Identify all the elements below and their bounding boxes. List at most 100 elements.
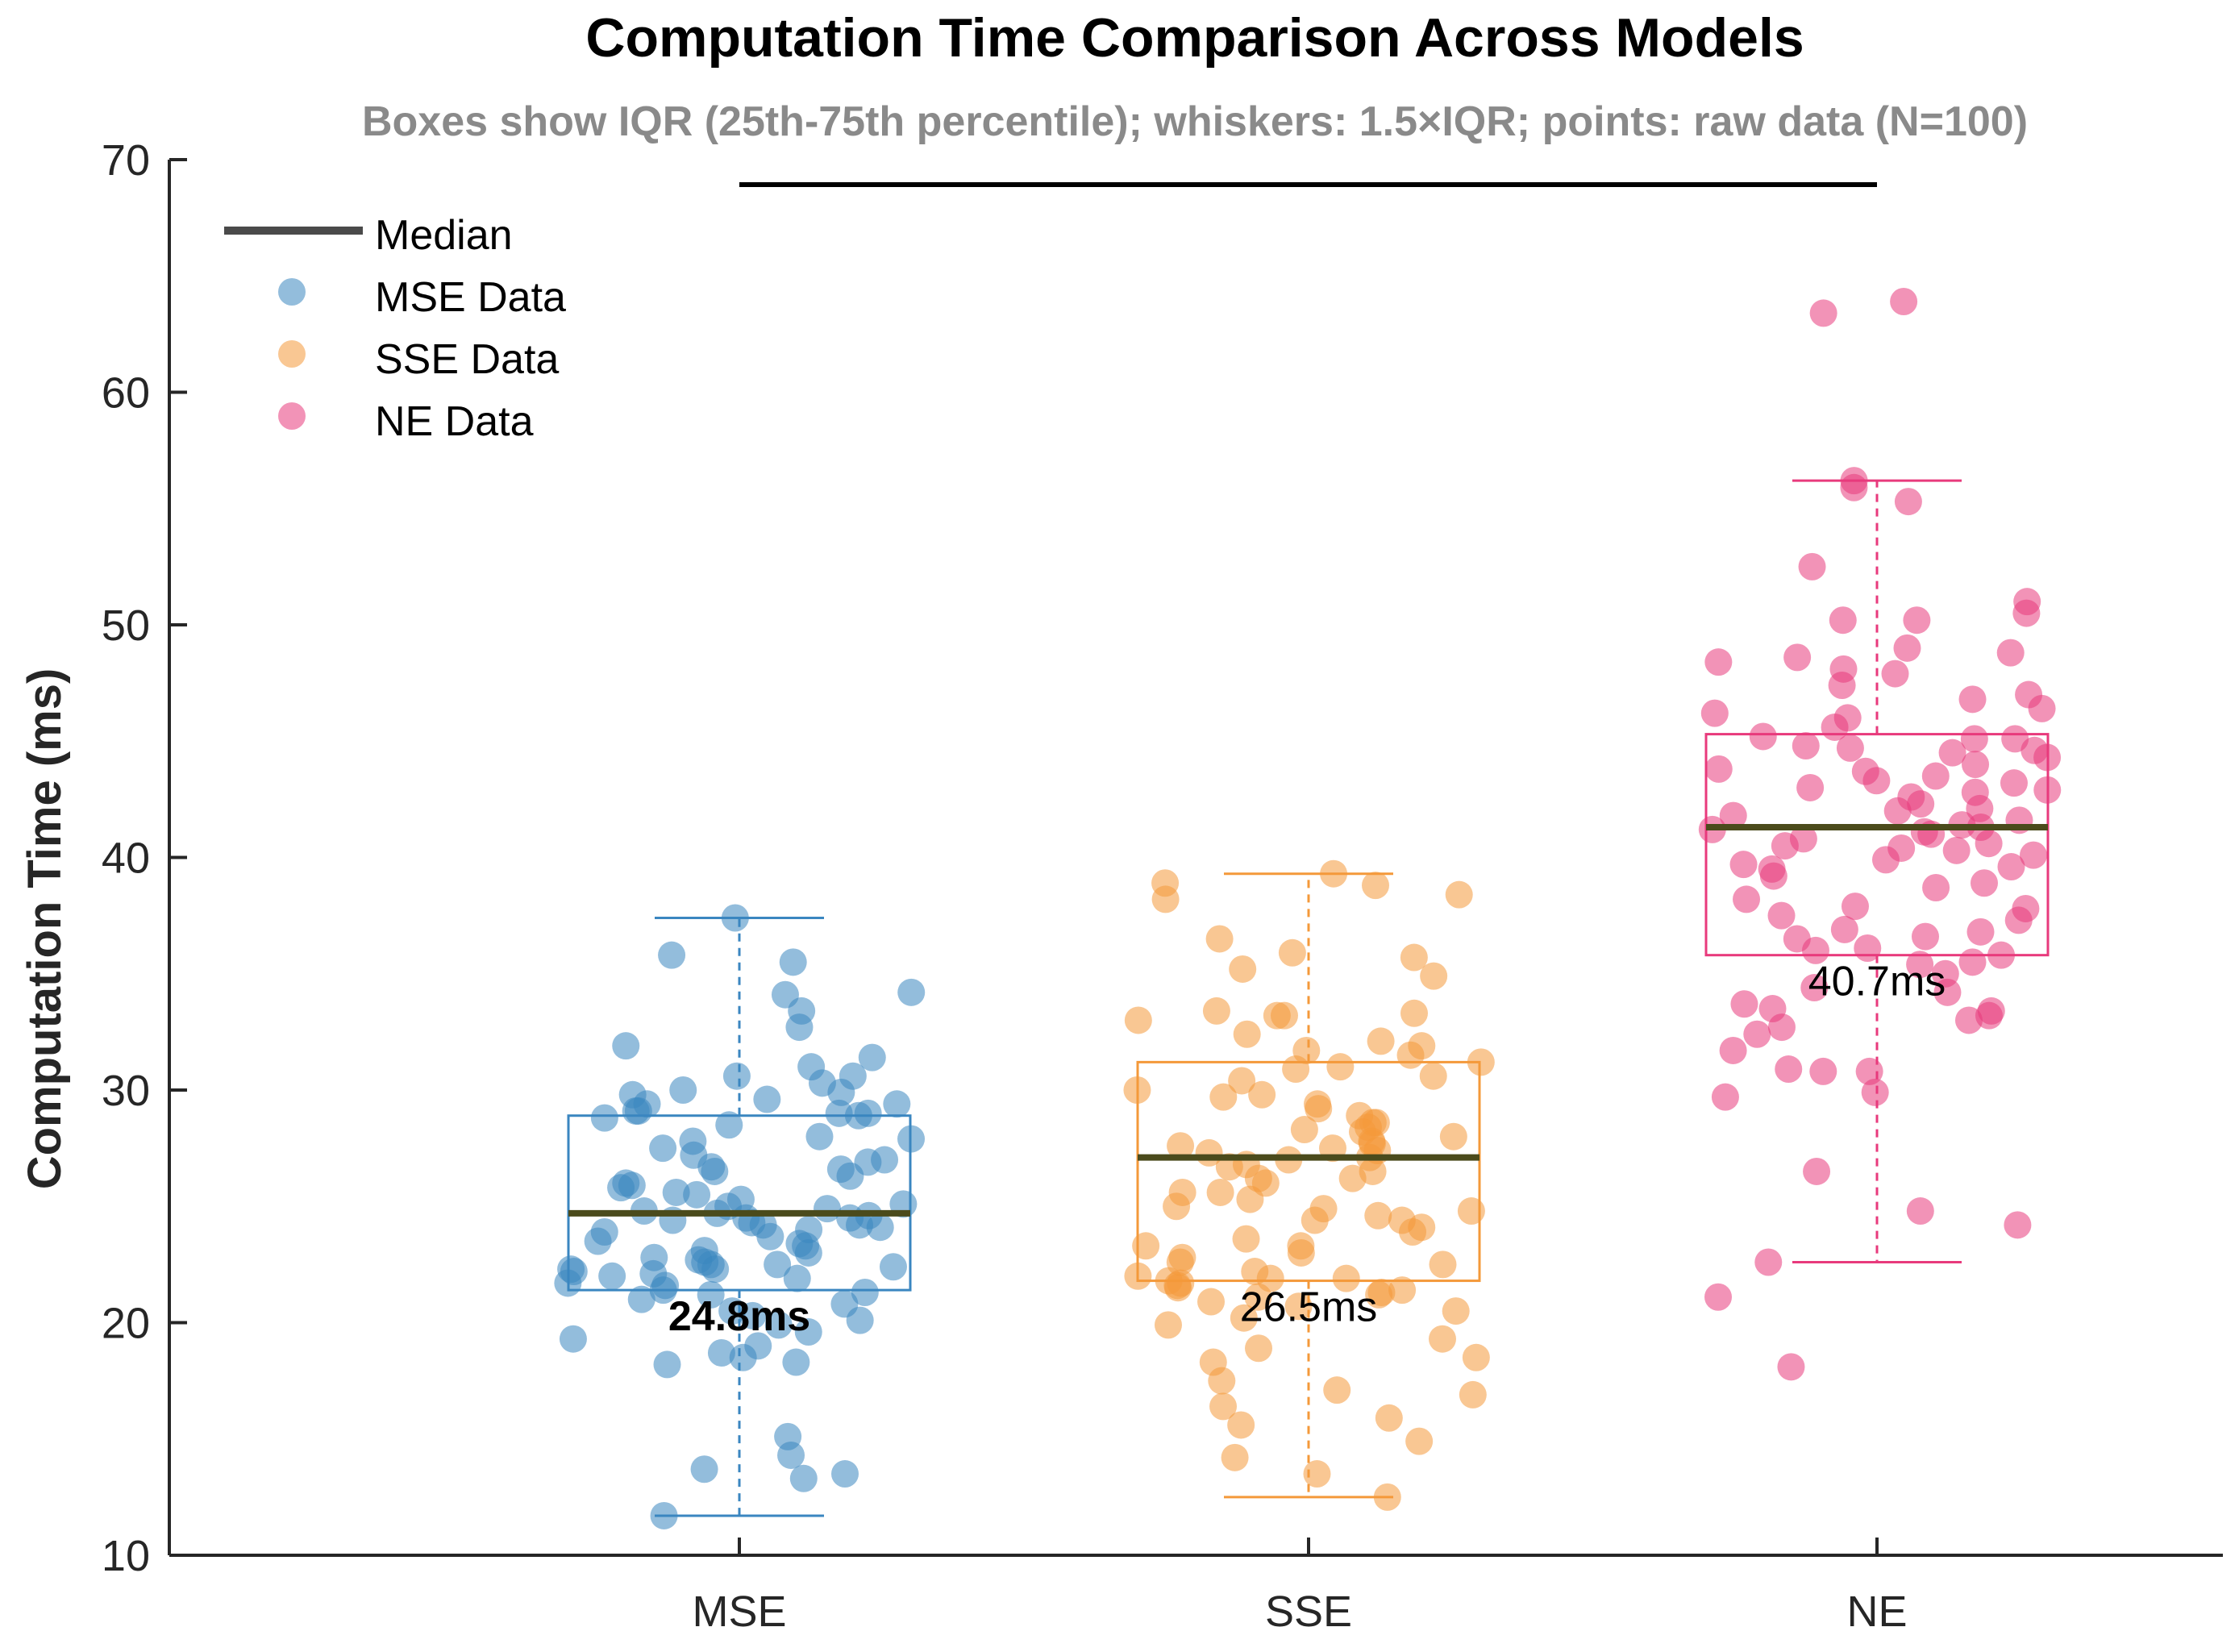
data-point-sse [1405, 1427, 1434, 1455]
data-point-mse [729, 1343, 757, 1371]
data-point-sse [1429, 1325, 1457, 1353]
data-point-sse [1462, 1343, 1490, 1371]
data-point-sse [1290, 1116, 1318, 1144]
data-point-ne [1771, 832, 1799, 860]
data-point-sse [1400, 943, 1428, 972]
data-point-ne [1730, 990, 1758, 1018]
data-point-ne [1894, 488, 1922, 516]
x-tick-label: SSE [1265, 1588, 1352, 1636]
data-point-sse [1362, 872, 1390, 900]
data-point-ne [2000, 769, 2028, 797]
data-point-sse [1326, 1053, 1355, 1081]
data-point-mse [749, 1211, 777, 1239]
legend-label: NE Data [375, 398, 534, 445]
data-point-ne [1792, 732, 1820, 760]
data-point-ne [1861, 1078, 1889, 1106]
data-point-ne [1903, 606, 1931, 635]
data-point-ne [1890, 287, 1918, 315]
data-point-mse [831, 1460, 859, 1488]
data-point-ne [1809, 1057, 1837, 1085]
data-point-ne [1798, 552, 1826, 580]
data-point-mse [649, 1134, 677, 1163]
data-point-mse [879, 1253, 907, 1281]
y-axis-label: Computation Time (ms) [19, 668, 71, 1190]
data-point-sse [1209, 1392, 1238, 1421]
data-point-ne [1767, 901, 1796, 930]
data-point-sse [1209, 1083, 1238, 1111]
data-point-ne [1733, 885, 1761, 913]
iqr-box-ne [1704, 733, 2050, 957]
data-point-mse [683, 1180, 711, 1209]
data-point-mse [753, 1085, 781, 1113]
legend-label: SSE Data [375, 336, 559, 383]
data-point-sse [1151, 885, 1180, 913]
data-point-sse [1229, 955, 1257, 983]
data-point-ne [1719, 801, 1747, 830]
data-point-sse [1429, 1250, 1457, 1279]
y-tick-label: 60 [102, 369, 150, 418]
data-point-ne [1783, 643, 1812, 672]
data-point-mse [662, 1178, 690, 1206]
y-tick-label: 10 [102, 1532, 150, 1580]
data-point-sse [1364, 1201, 1392, 1230]
data-point-ne [1830, 915, 1858, 943]
legend-label: Median [375, 212, 513, 259]
data-point-mse [622, 1096, 650, 1125]
data-point-sse [1197, 1288, 1226, 1316]
data-point-ne [1801, 936, 1829, 964]
data-point-mse [557, 1255, 585, 1284]
median-value-label-sse: 26.5ms [1240, 1284, 1378, 1331]
data-point-ne [1921, 762, 1950, 790]
data-point-mse [764, 1311, 793, 1339]
data-point-ne [2012, 894, 2040, 922]
data-point-ne [1996, 639, 2025, 667]
data-point-ne [1910, 818, 1938, 846]
data-point-mse [851, 1278, 879, 1306]
data-point-ne [1754, 1248, 1783, 1276]
y-tick-label: 40 [102, 834, 150, 883]
data-point-sse [1375, 1404, 1403, 1432]
data-point-sse [1167, 1132, 1195, 1160]
data-point-ne [1997, 853, 2025, 881]
data-point-ne [2028, 694, 2056, 722]
data-point-sse [1208, 1367, 1236, 1395]
data-point-ne [1881, 660, 1909, 688]
data-point-ne [1840, 473, 1868, 501]
data-point-ne [1767, 1013, 1796, 1042]
data-point-mse [598, 1262, 626, 1290]
data-point-ne [1911, 922, 1939, 951]
data-point-ne [1893, 634, 1921, 662]
data-point-sse [1396, 1041, 1425, 1069]
data-point-sse [1365, 1280, 1393, 1309]
data-point-ne [1775, 1055, 1803, 1084]
data-point-ne [1960, 725, 1988, 753]
data-point-mse [715, 1111, 743, 1139]
legend-swatch-ne [278, 402, 306, 430]
legend-swatch-sse [278, 340, 306, 368]
data-point-ne [1729, 851, 1758, 879]
data-point-mse [805, 1122, 834, 1151]
data-point-sse [1278, 938, 1306, 967]
data-point-sse [1230, 1304, 1258, 1332]
plot-area: 24.8ms 26.5ms 40.7ms 10 20 30 40 50 60 70 MSE SSE NE… [102, 136, 2223, 1636]
data-point-mse [739, 1301, 767, 1330]
data-point-sse [1154, 1311, 1182, 1339]
median-value-label-mse: 24.8ms [668, 1293, 810, 1340]
data-point-mse [794, 1318, 822, 1346]
data-point-ne [1700, 699, 1729, 727]
data-point-sse [1236, 1185, 1264, 1213]
data-point-sse [1388, 1276, 1417, 1305]
data-point-sse [1245, 1334, 1273, 1363]
data-point-mse [827, 1078, 855, 1106]
data-point-mse [846, 1306, 874, 1334]
data-point-ne [1933, 978, 1962, 1006]
data-point-ne [1958, 685, 1987, 714]
data-point-sse [1442, 1297, 1470, 1325]
data-point-sse [1244, 1283, 1272, 1311]
data-point-mse [559, 1325, 587, 1353]
y-tick-label: 70 [102, 136, 150, 185]
data-point-ne [1828, 672, 1856, 700]
data-point-ne [1711, 1083, 1739, 1111]
data-point-ne [2012, 599, 2041, 627]
